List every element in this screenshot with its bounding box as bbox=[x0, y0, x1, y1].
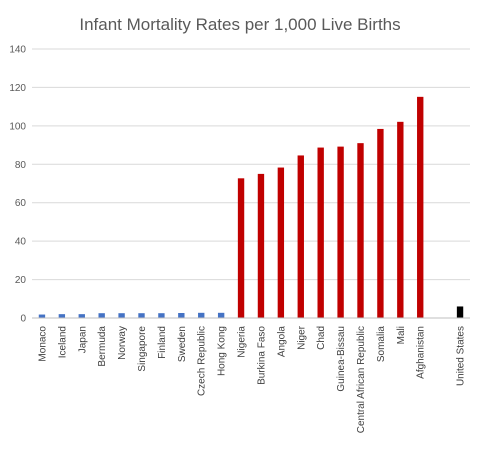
bar bbox=[397, 121, 404, 318]
x-category-label: Singapore bbox=[137, 326, 148, 372]
y-tick-label: 20 bbox=[15, 275, 27, 286]
bar bbox=[417, 96, 424, 319]
bar bbox=[297, 155, 304, 318]
bar bbox=[38, 314, 46, 318]
bar bbox=[257, 173, 265, 318]
y-tick-label: 140 bbox=[9, 45, 26, 56]
bar bbox=[277, 167, 285, 318]
bar bbox=[158, 313, 165, 318]
x-axis-category-labels: Monaco Iceland Japan Bermuda Norway Singapore… bbox=[37, 325, 466, 433]
y-tick-label: 0 bbox=[20, 314, 26, 325]
y-axis-tick-labels: 0 20 40 60 80 100 120 140 bbox=[9, 45, 26, 325]
x-category-label: Iceland bbox=[57, 326, 68, 358]
bar bbox=[78, 314, 85, 318]
x-category-label: Niger bbox=[296, 325, 307, 350]
x-category-label: Angola bbox=[276, 326, 287, 358]
x-category-label: Nigeria bbox=[237, 326, 248, 358]
x-category-label: Afghanistan bbox=[416, 326, 427, 379]
x-category-label: Sweden bbox=[177, 326, 188, 362]
bar bbox=[198, 312, 205, 318]
y-tick-label: 100 bbox=[9, 121, 26, 132]
y-tick-label: 80 bbox=[15, 160, 27, 171]
bar bbox=[337, 146, 344, 318]
bar bbox=[98, 313, 105, 318]
bar bbox=[217, 312, 225, 318]
x-category-label: Norway bbox=[117, 326, 128, 360]
bars bbox=[38, 96, 464, 319]
bar bbox=[118, 313, 125, 318]
x-category-label: Mali bbox=[396, 326, 407, 344]
x-category-label: Japan bbox=[77, 326, 88, 353]
x-category-label: Czech Republic bbox=[197, 326, 208, 396]
bar bbox=[138, 313, 145, 318]
bar bbox=[456, 306, 464, 318]
x-category-label: Chad bbox=[316, 326, 327, 350]
x-category-label: Burkina Faso bbox=[256, 326, 267, 385]
y-tick-label: 60 bbox=[15, 198, 27, 209]
x-category-label: Somalia bbox=[376, 326, 387, 363]
gridlines bbox=[32, 48, 470, 281]
bar bbox=[317, 147, 324, 318]
bar bbox=[178, 313, 185, 318]
x-category-label: Hong Kong bbox=[217, 326, 228, 376]
x-category-label: Monaco bbox=[37, 326, 48, 362]
x-category-label: Central African Republic bbox=[356, 326, 367, 433]
bar bbox=[58, 314, 66, 318]
y-tick-label: 40 bbox=[15, 237, 27, 248]
x-category-label: United States bbox=[456, 326, 467, 386]
y-tick-label: 120 bbox=[9, 83, 26, 94]
chart-title: Infant Mortality Rates per 1,000 Live Bi… bbox=[79, 15, 400, 34]
x-category-label: Finland bbox=[157, 326, 168, 359]
bar bbox=[237, 178, 245, 318]
bar bbox=[357, 143, 364, 318]
x-category-label: Guinea-Bissau bbox=[336, 326, 347, 392]
x-category-label: Bermuda bbox=[97, 326, 108, 367]
bar bbox=[377, 128, 384, 318]
